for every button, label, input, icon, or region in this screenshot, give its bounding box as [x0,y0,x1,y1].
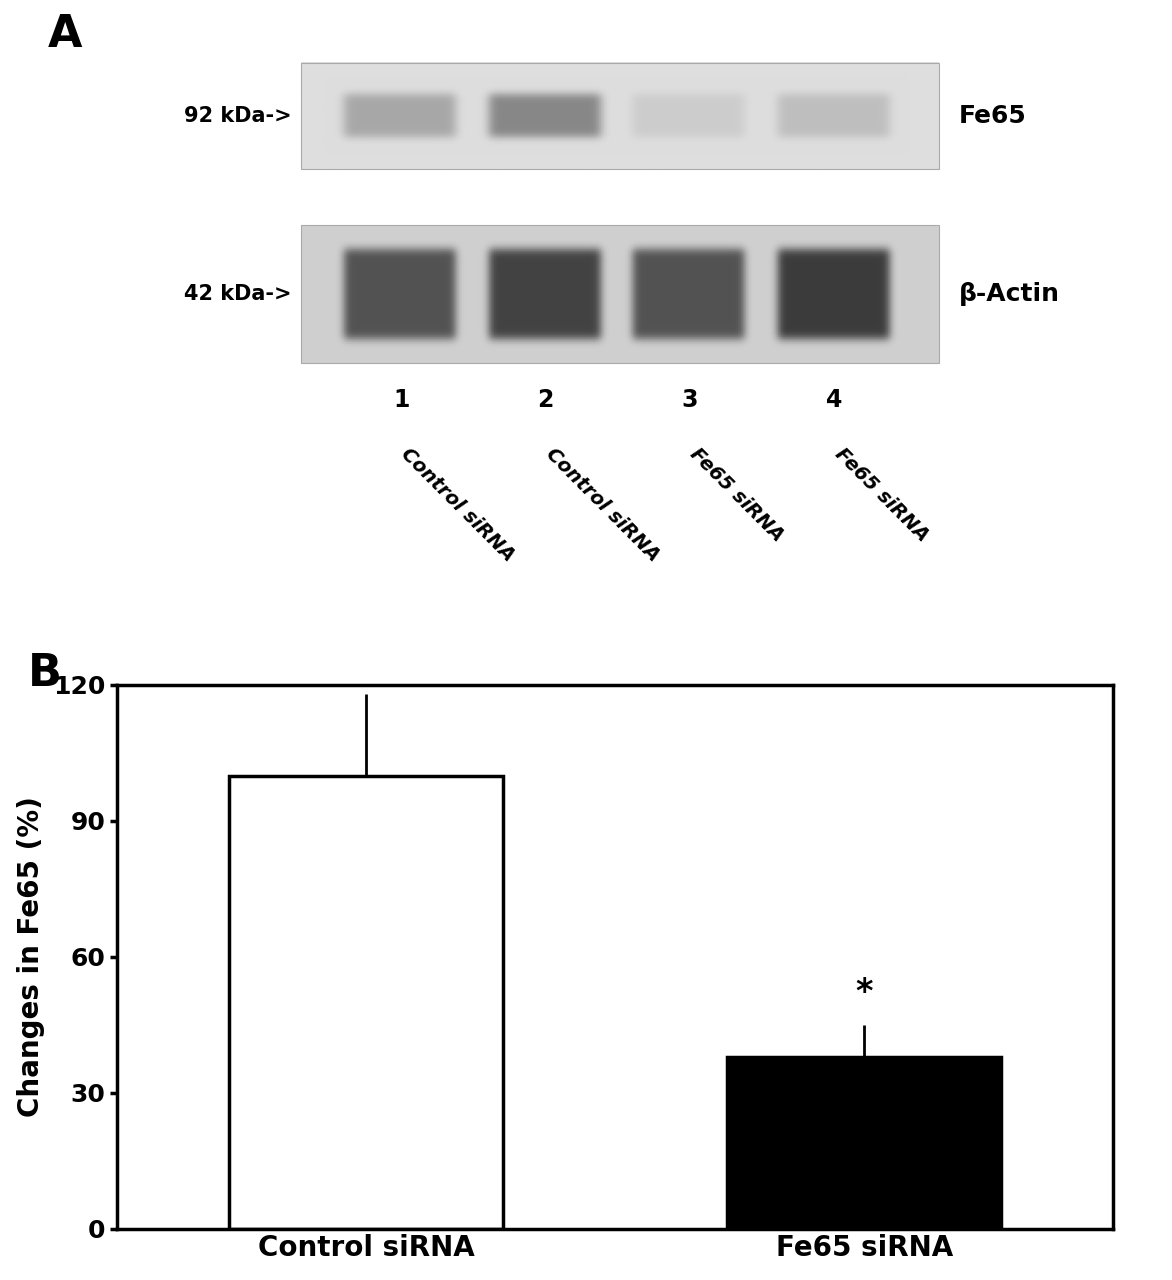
Text: 4: 4 [826,388,843,412]
Text: B: B [28,653,62,695]
Text: 1: 1 [393,388,409,412]
Y-axis label: Changes in Fe65 (%): Changes in Fe65 (%) [16,796,45,1117]
Text: 3: 3 [682,388,699,412]
Text: 42 kDa->: 42 kDa-> [184,284,292,305]
Text: β-Actin: β-Actin [959,282,1059,306]
Text: Fe65 siRNA: Fe65 siRNA [831,444,932,545]
Text: Control siRNA: Control siRNA [397,444,518,566]
Text: *: * [856,977,873,1009]
Text: 2: 2 [538,388,553,412]
Text: Fe65: Fe65 [959,104,1027,128]
Bar [728,1056,1001,1229]
Bar [230,776,503,1229]
Text: Fe65 siRNA: Fe65 siRNA [687,444,788,545]
Bar [301,63,939,169]
Text: A: A [48,13,82,56]
Text: 92 kDa->: 92 kDa-> [184,106,292,125]
Text: Control siRNA: Control siRNA [543,444,663,566]
Bar [301,225,939,364]
